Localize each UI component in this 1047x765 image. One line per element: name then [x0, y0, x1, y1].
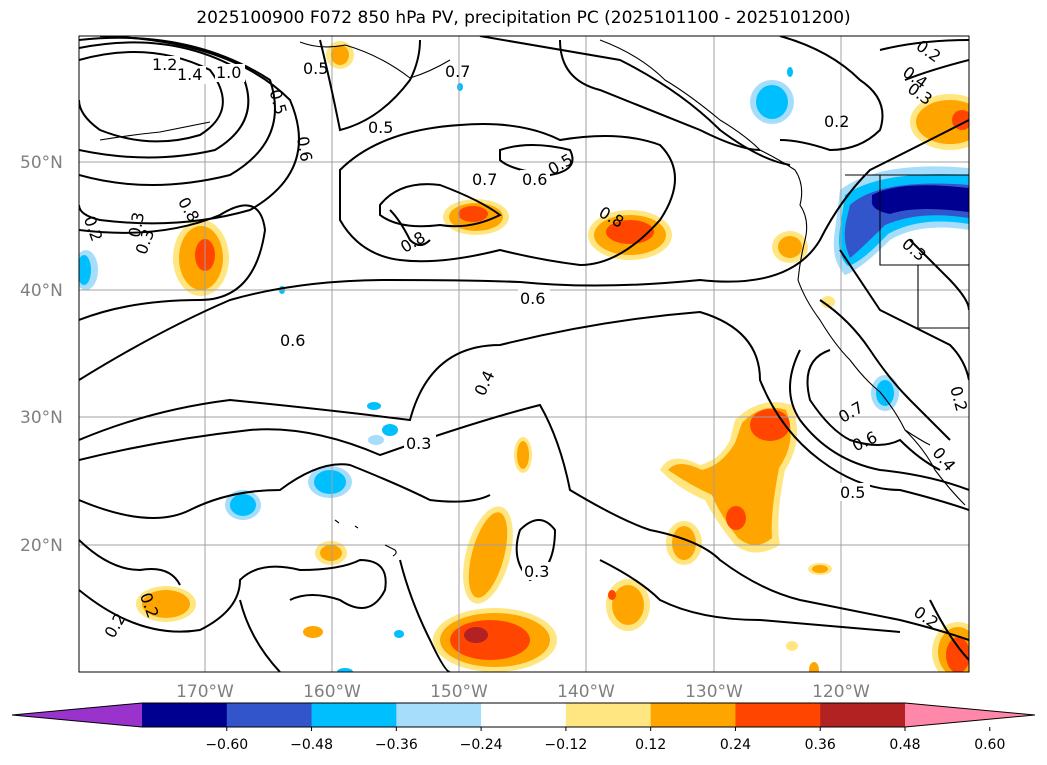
- lat-axis: 50°N 40°N 30°N 20°N: [20, 153, 63, 556]
- colorbar-tick-label: −0.60: [205, 737, 248, 753]
- colorbar-tick-label: −0.12: [544, 737, 587, 753]
- contour-label: 1.0: [216, 63, 241, 82]
- colorbar-tick-label: 0.48: [889, 737, 920, 753]
- colorbar-segment: [311, 703, 397, 727]
- pv-contours: [79, 36, 969, 672]
- lon-tick-label: 120°W: [812, 682, 870, 702]
- lon-tick-label: 170°W: [176, 682, 234, 702]
- colorbar-segment: [820, 703, 906, 727]
- contour-label: 0.7: [445, 62, 470, 81]
- colorbar-segment: [481, 703, 567, 727]
- lat-tick-label: 20°N: [20, 536, 63, 556]
- lon-tick-label: 160°W: [303, 682, 361, 702]
- colorbar-segment: [565, 703, 652, 727]
- contour-label: 0.6: [522, 170, 547, 189]
- contour-label: 0.5: [303, 59, 328, 78]
- colorbar-segment: [735, 703, 821, 727]
- contour-label: 0.3: [406, 434, 431, 453]
- colorbar-segment: [650, 703, 736, 727]
- colorbar-tick-label: 0.12: [635, 737, 666, 753]
- contour-label: 0.7: [472, 170, 497, 189]
- contour-label: 0.2: [946, 384, 971, 414]
- colorbar-tick-label: −0.24: [460, 737, 503, 753]
- colorbar-tick-label: 0.24: [720, 737, 751, 753]
- colorbar-tick-label: 0.36: [805, 737, 836, 753]
- colorbar-tick-label: −0.36: [375, 737, 418, 753]
- colorbar-extend-high: [905, 703, 1035, 727]
- colorbar-tick-label: −0.48: [290, 737, 333, 753]
- lon-axis: 170°W 160°W 150°W 140°W 130°W 120°W: [176, 682, 870, 702]
- contour-label: 0.5: [840, 483, 865, 502]
- map-title: 2025100900 F072 850 hPa PV, precipitatio…: [196, 8, 851, 28]
- contour-label: 0.2: [824, 112, 849, 131]
- contour-label: 0.6: [280, 331, 305, 350]
- contour-label: 0.6: [520, 289, 545, 308]
- lon-tick-label: 130°W: [685, 682, 743, 702]
- coastlines: [99, 39, 969, 557]
- lat-tick-label: 30°N: [20, 408, 63, 428]
- colorbar-segment: [226, 703, 313, 727]
- colorbar-outline: [11, 702, 1036, 728]
- colorbar-segment: [396, 703, 482, 727]
- plot-area: 1.2 1.4 1.0 0.5 0.7 0.6 0.5 0.3 0.2 0.5 …: [79, 36, 971, 672]
- lat-tick-label: 50°N: [20, 153, 63, 173]
- contour-label: 0.3: [125, 211, 148, 239]
- colorbar-segment: [142, 703, 228, 727]
- graticule: [79, 36, 969, 672]
- contour-label: 0.5: [368, 118, 393, 137]
- contour-label: 1.4: [177, 65, 202, 84]
- colorbar-extend-low: [12, 703, 142, 727]
- contour-label: 0.6: [293, 135, 316, 163]
- precip-shading: [79, 41, 969, 672]
- colorbar: −0.60 −0.48 −0.36 −0.24 −0.12 0.12 0.24 0.36 0.4…: [11, 702, 1036, 753]
- lat-tick-label: 40°N: [20, 281, 63, 301]
- lon-tick-label: 140°W: [557, 682, 615, 702]
- lon-tick-label: 150°W: [430, 682, 488, 702]
- contour-label: 1.2: [152, 55, 177, 74]
- contour-label: 0.3: [524, 562, 549, 581]
- colorbar-tick-label: 0.60: [974, 737, 1005, 753]
- plot-frame: [78, 35, 970, 673]
